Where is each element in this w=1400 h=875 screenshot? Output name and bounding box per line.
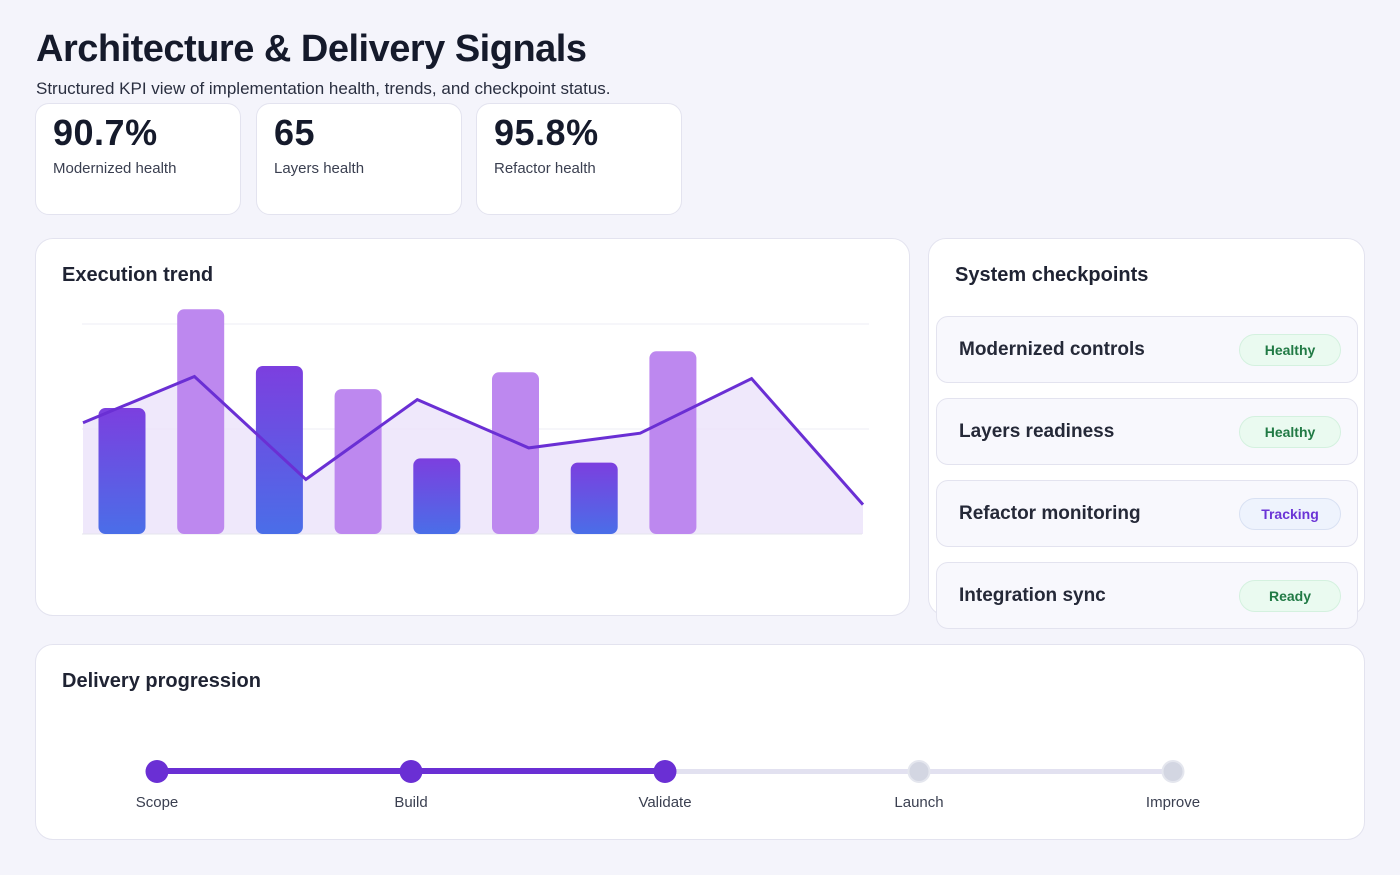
execution-trend-card: Execution trend — [35, 238, 910, 616]
bar — [177, 309, 225, 534]
status-badge: Tracking — [1239, 497, 1341, 530]
bar — [649, 351, 697, 534]
step-label: Improve — [1145, 794, 1201, 811]
checkpoint-row[interactable]: Integration sync Ready — [936, 562, 1358, 629]
bar — [334, 389, 382, 534]
delivery-progression-card: Delivery progression — [35, 644, 1365, 840]
checkpoint-name: Layers readiness — [959, 420, 1115, 442]
bar — [255, 366, 303, 534]
progress-segment — [665, 769, 919, 774]
bar — [98, 408, 146, 534]
step-dot[interactable] — [145, 760, 169, 783]
bar — [570, 462, 618, 534]
status-badge: Ready — [1239, 579, 1341, 612]
kpi-card-modernized: 90.7% Modernized health — [35, 103, 241, 215]
step-dot[interactable] — [653, 760, 677, 783]
kpi-label: Layers health — [274, 160, 365, 177]
kpi-label: Modernized health — [53, 160, 177, 177]
system-checkpoints-card: System checkpoints Modernized controls He… — [928, 238, 1365, 629]
checkpoint-row[interactable]: Refactor monitoring Tracking — [936, 480, 1358, 547]
checkpoint-row[interactable]: Modernized controls Healthy — [936, 316, 1358, 383]
bar — [492, 372, 539, 534]
step-dot[interactable] — [907, 760, 931, 783]
card-title: System checkpoints — [955, 264, 1149, 286]
status-badge: Healthy — [1239, 333, 1341, 366]
step-label: Build — [394, 794, 428, 811]
progress-segment — [919, 769, 1173, 774]
trend-line — [82, 374, 865, 506]
progress-segment — [411, 768, 665, 774]
checkpoint-name: Modernized controls — [959, 338, 1145, 360]
step-dot[interactable] — [399, 760, 423, 783]
step-dot[interactable] — [1161, 760, 1185, 783]
bar — [413, 458, 461, 534]
checkpoint-name: Integration sync — [959, 584, 1106, 606]
card-title: Execution trend — [62, 264, 214, 286]
checkpoint-row[interactable]: Layers readiness Healthy — [936, 398, 1358, 465]
kpi-value: 90.7% — [53, 112, 158, 153]
kpi-label: Refactor health — [494, 160, 596, 177]
page-title: Architecture & Delivery Signals — [36, 28, 587, 70]
step-label: Validate — [638, 794, 692, 811]
page-subtitle: Structured KPI view of implementation he… — [36, 79, 611, 98]
kpi-card-layers: 65 Layers health — [256, 103, 462, 215]
progress-segment — [157, 768, 411, 774]
execution-trend-chart — [82, 309, 869, 535]
card-title: Delivery progression — [62, 670, 261, 692]
step-label: Launch — [894, 794, 944, 811]
kpi-value: 95.8% — [494, 112, 599, 153]
kpi-card-refactor: 95.8% Refactor health — [476, 103, 682, 215]
checkpoint-name: Refactor monitoring — [959, 502, 1141, 524]
status-badge: Healthy — [1239, 415, 1341, 448]
kpi-value: 65 — [274, 112, 316, 153]
step-label: Scope — [135, 794, 179, 811]
